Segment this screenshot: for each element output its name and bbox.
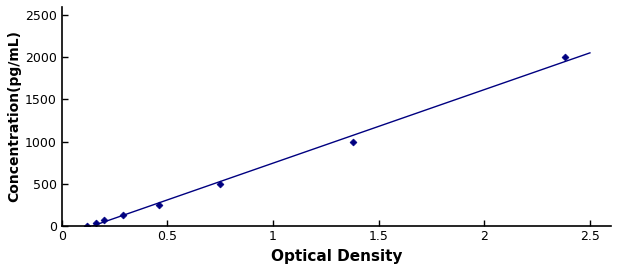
- X-axis label: Optical Density: Optical Density: [271, 249, 402, 264]
- Y-axis label: Concentration(pg/mL): Concentration(pg/mL): [7, 30, 21, 202]
